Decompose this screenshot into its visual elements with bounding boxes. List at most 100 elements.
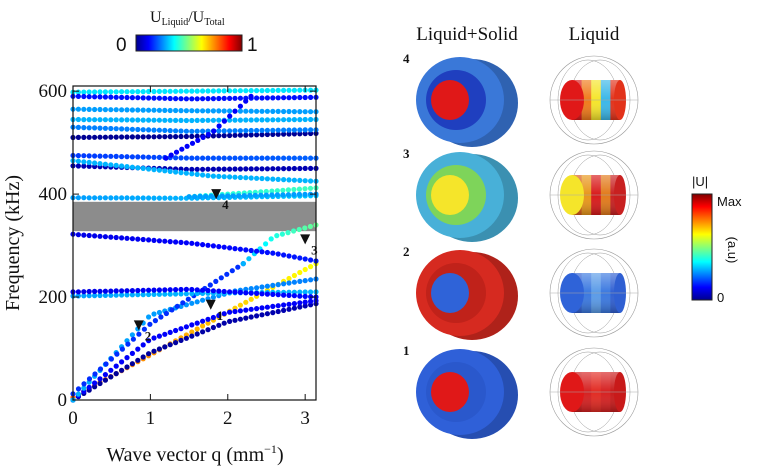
data-point [156, 291, 162, 297]
colorbar-top-title: ULiquid/UTotal [150, 9, 225, 28]
x-tick-label: 3 [300, 408, 310, 429]
mode-label: 3 [403, 146, 410, 161]
data-point [259, 108, 265, 114]
data-point [114, 351, 120, 357]
data-point [102, 195, 108, 201]
data-point [275, 155, 281, 161]
data-point [92, 288, 98, 294]
data-point [275, 292, 281, 298]
data-point [75, 134, 81, 140]
data-point [210, 96, 216, 102]
data-point [92, 384, 98, 390]
data-point [216, 108, 222, 114]
data-point [119, 94, 125, 100]
data-point [254, 108, 260, 114]
data-point [227, 88, 233, 94]
data-point [285, 187, 291, 193]
data-point [205, 287, 211, 294]
data-point [285, 230, 291, 236]
data-point [259, 117, 265, 123]
data-point [156, 95, 162, 101]
data-point [291, 127, 297, 133]
data-point [151, 134, 157, 140]
data-point [194, 331, 200, 337]
data-point [92, 134, 98, 140]
data-point [297, 177, 303, 183]
data-point [259, 312, 265, 318]
data-point [225, 193, 231, 199]
data-point [237, 128, 243, 134]
data-point [167, 95, 173, 102]
data-point [259, 284, 265, 290]
mode-row-1: 1 [403, 343, 639, 439]
data-point [200, 318, 206, 324]
data-point [297, 278, 303, 284]
data-point [302, 293, 308, 299]
data-point [254, 166, 260, 172]
data-point [151, 237, 157, 243]
data-point [119, 346, 125, 352]
data-point [248, 247, 254, 254]
data-point [275, 166, 281, 172]
colorbar-right-title: |U| [692, 174, 708, 189]
data-point [162, 88, 168, 94]
data-point [291, 165, 297, 172]
data-point [162, 291, 168, 297]
data-point [297, 109, 303, 115]
data-point [140, 117, 146, 123]
data-point [129, 117, 135, 123]
data-point [81, 293, 87, 299]
data-point [291, 155, 297, 161]
data-point [237, 132, 243, 138]
data-point [151, 107, 157, 113]
data-point [86, 163, 92, 169]
data-point [146, 107, 152, 113]
data-point [119, 89, 125, 95]
data-point [92, 195, 98, 201]
data-point [119, 126, 125, 132]
data-point [243, 98, 249, 104]
data-point [286, 131, 292, 137]
data-point [205, 316, 211, 322]
data-point [286, 301, 292, 307]
data-point [286, 95, 292, 101]
data-point [254, 132, 260, 138]
data-point [97, 195, 103, 201]
data-point [205, 155, 211, 161]
data-point [254, 306, 260, 312]
liquid-core-face [431, 175, 469, 215]
data-point [194, 326, 200, 332]
data-point [210, 155, 216, 161]
data-point [97, 161, 103, 167]
data-point [97, 106, 103, 113]
data-point [254, 88, 260, 94]
data-point [248, 117, 254, 123]
data-point [189, 291, 195, 297]
data-point [129, 107, 135, 113]
data-point [156, 333, 162, 339]
data-point [194, 241, 200, 247]
data-point [163, 155, 169, 161]
data-point [291, 109, 297, 115]
data-point [232, 246, 238, 252]
data-point [281, 127, 287, 133]
data-point [237, 103, 243, 109]
data-point [296, 191, 302, 197]
data-point [173, 340, 179, 346]
data-point [243, 307, 249, 313]
data-point [129, 350, 135, 356]
data-point [291, 279, 297, 285]
data-point [183, 117, 189, 124]
data-point [102, 377, 108, 383]
data-point [189, 117, 195, 124]
data-point [156, 154, 162, 160]
data-point [135, 292, 141, 298]
data-point [194, 320, 200, 326]
data-points [70, 87, 319, 403]
data-point [125, 341, 131, 347]
data-point [124, 89, 130, 95]
data-point [297, 131, 303, 137]
data-point [178, 195, 184, 201]
data-point [200, 297, 206, 303]
data-point [221, 174, 227, 180]
